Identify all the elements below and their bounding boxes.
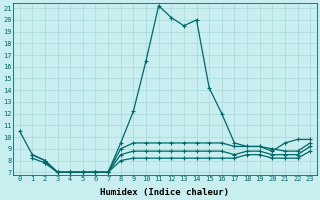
X-axis label: Humidex (Indice chaleur): Humidex (Indice chaleur): [100, 188, 229, 197]
